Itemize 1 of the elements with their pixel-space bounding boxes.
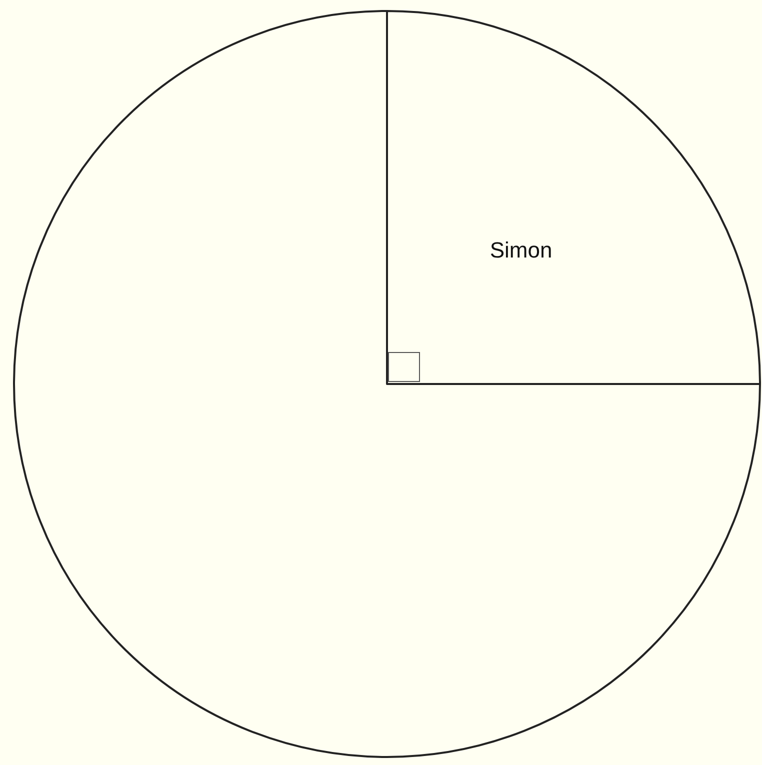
slice-label: Simon — [490, 238, 552, 263]
